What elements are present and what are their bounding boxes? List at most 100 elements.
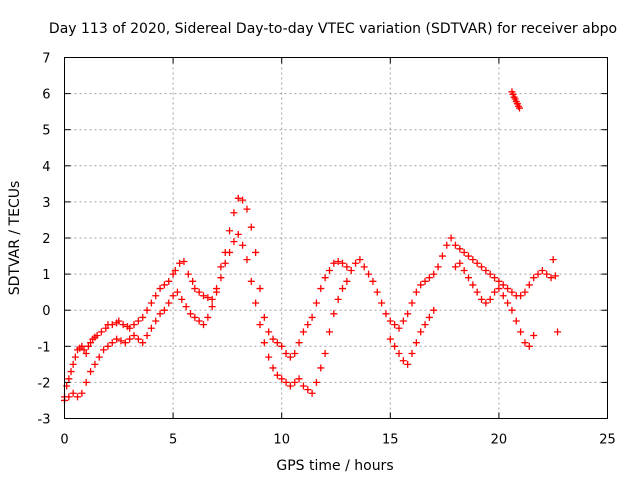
data-point <box>456 245 464 253</box>
tick-layer: 0 5 10 15 20 25 -3 -2 -1 0 1 2 3 4 5 6 7 <box>38 52 616 448</box>
data-point <box>325 266 333 274</box>
data-point <box>234 194 242 202</box>
data-point <box>304 321 312 329</box>
data-point <box>321 350 329 358</box>
data-point <box>65 375 73 383</box>
data-point <box>71 353 79 361</box>
data-point <box>104 342 112 350</box>
data-point <box>97 328 105 336</box>
data-point <box>67 368 75 376</box>
data-point <box>115 317 123 325</box>
data-point <box>147 299 155 307</box>
data-point <box>243 205 251 213</box>
x-axis-label: GPS time / hours <box>276 458 393 474</box>
x-tick-label: 15 <box>382 433 399 448</box>
data-point <box>325 328 333 336</box>
data-point <box>530 331 538 339</box>
data-point <box>451 241 459 249</box>
data-point <box>321 274 329 282</box>
data-point <box>265 328 273 336</box>
data-point <box>482 299 490 307</box>
data-point <box>195 288 203 296</box>
data-point <box>80 346 88 354</box>
data-point <box>399 317 407 325</box>
data-point <box>265 353 273 361</box>
series-upper-track <box>61 194 559 401</box>
data-point <box>347 266 355 274</box>
data-point <box>134 317 142 325</box>
data-point <box>330 259 338 267</box>
data-point <box>134 335 142 343</box>
data-point <box>152 292 160 300</box>
data-point <box>417 281 425 289</box>
data-point <box>78 389 86 397</box>
data-point <box>87 368 95 376</box>
data-point <box>312 299 320 307</box>
data-point <box>247 223 255 231</box>
data-point <box>165 277 173 285</box>
data-point <box>486 295 494 303</box>
data-point <box>482 266 490 274</box>
data-point <box>499 281 507 289</box>
data-point <box>117 337 125 345</box>
data-point <box>369 277 377 285</box>
data-point <box>391 342 399 350</box>
data-point <box>186 310 194 318</box>
data-point <box>239 196 247 204</box>
data-point <box>139 339 147 347</box>
data-point <box>554 328 562 336</box>
data-point <box>308 389 316 397</box>
data-point <box>291 350 299 358</box>
data-point <box>412 339 420 347</box>
data-point <box>334 257 342 265</box>
x-tick-label: 20 <box>491 433 508 448</box>
data-point <box>343 263 351 271</box>
data-point <box>178 295 186 303</box>
y-tick-label: -1 <box>38 340 51 355</box>
grid-layer <box>64 57 608 419</box>
data-point <box>460 248 468 256</box>
data-point <box>339 259 347 267</box>
data-point <box>74 393 82 401</box>
data-point <box>434 263 442 271</box>
data-point <box>312 378 320 386</box>
data-point <box>339 285 347 293</box>
data-point <box>521 339 529 347</box>
data-point <box>87 339 95 347</box>
data-point <box>430 306 438 314</box>
data-point <box>508 306 516 314</box>
data-point <box>180 257 188 265</box>
data-point <box>182 303 190 311</box>
data-point <box>108 339 116 347</box>
data-point <box>93 331 101 339</box>
data-point <box>78 342 86 350</box>
data-point <box>408 350 416 358</box>
data-point <box>213 288 221 296</box>
data-point <box>495 277 503 285</box>
data-point <box>156 285 164 293</box>
data-point <box>417 328 425 336</box>
data-point <box>395 324 403 332</box>
data-point <box>469 256 477 264</box>
data-point <box>278 342 286 350</box>
data-point <box>84 342 92 350</box>
data-point <box>404 360 412 368</box>
data-point <box>395 350 403 358</box>
data-point <box>512 317 520 325</box>
y-tick-label: 1 <box>42 268 50 283</box>
y-tick-label: -3 <box>38 413 51 428</box>
data-point <box>184 270 192 278</box>
data-point <box>478 263 486 271</box>
data-point <box>464 252 472 260</box>
data-point <box>425 313 433 321</box>
data-point <box>108 321 116 329</box>
data-point <box>534 270 542 278</box>
data-point <box>330 310 338 318</box>
data-point <box>169 292 177 300</box>
data-point <box>100 346 108 354</box>
data-point <box>517 328 525 336</box>
data-point <box>504 299 512 307</box>
data-point <box>299 382 307 390</box>
data-point <box>295 375 303 383</box>
y-tick-label: 7 <box>42 52 50 67</box>
